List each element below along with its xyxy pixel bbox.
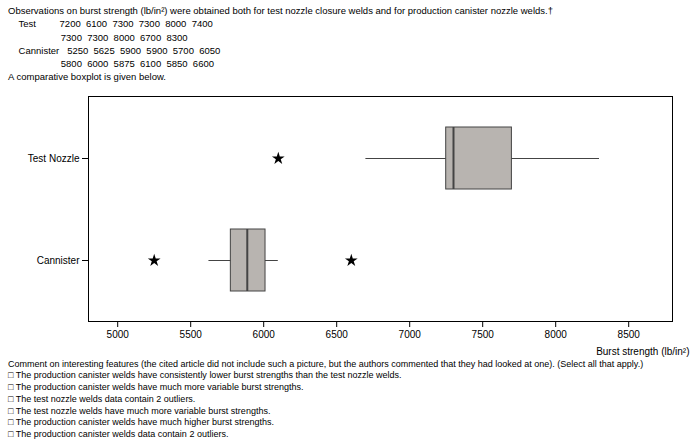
html-text:Observations on burst strength: Observations on burst strength (lb/in²) … — [8, 5, 553, 16]
svg-text:6500: 6500 — [326, 328, 349, 339]
svg-text:Test Nozzle: Test Nozzle — [28, 152, 80, 163]
svg-text:5500: 5500 — [180, 328, 203, 339]
svg-text:Cannister: Cannister — [37, 254, 80, 265]
svg-text:7500: 7500 — [472, 328, 495, 339]
svg-text:7000: 7000 — [399, 328, 422, 339]
html-text:5800 6000 5875 6100 5850 6600: 5800 6000 5875 6100 5850 6600 — [8, 58, 214, 70]
svg-text:8500: 8500 — [618, 328, 641, 339]
html-text:□ The test nozzle welds data c: □ The test nozzle welds data contain 2 o… — [8, 393, 196, 404]
svg-text:8000: 8000 — [545, 328, 568, 339]
html-text:□ The test nozzle welds have m: □ The test nozzle welds have much more v… — [8, 405, 271, 416]
svg-text:Burst strength (lb/in²): Burst strength (lb/in²) — [596, 345, 689, 356]
html-text:□ The production canister weld: □ The production canister welds have muc… — [8, 417, 274, 428]
html-text:7300 7300 8000 6700 8300: 7300 7300 8000 6700 8300 — [8, 31, 188, 43]
html-text:□ The production canister weld: □ The production canister welds data con… — [8, 428, 229, 439]
svg-text:5000: 5000 — [107, 328, 130, 339]
svg-text:6000: 6000 — [253, 328, 276, 339]
html-text:□ The production canister weld: □ The production canister welds have muc… — [8, 382, 304, 393]
html-text:Test 7200 6100 7300 7300 8000: Test 7200 6100 7300 7300 8000 7400 — [8, 18, 213, 30]
html-text:Comment on interesting feature: Comment on interesting features (the cit… — [8, 358, 644, 369]
html-text:□ The production canister weld: □ The production canister welds have con… — [8, 370, 402, 381]
html-text:Cannister 5250 5625 5900 5900: Cannister 5250 5625 5900 5900 5700 6050 — [8, 44, 221, 56]
html-text:A comparative boxplot is given: A comparative boxplot is given below. — [8, 71, 166, 83]
